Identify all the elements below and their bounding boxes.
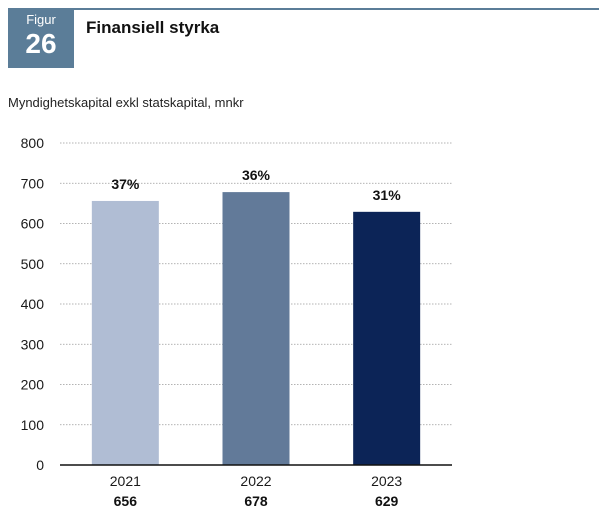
y-tick-label: 500 [21, 256, 45, 272]
figure-badge: Figur 26 [8, 8, 74, 68]
bar-value-label: 629 [375, 493, 399, 509]
figure-word: Figur [26, 12, 56, 27]
bar [353, 211, 421, 465]
y-tick-label: 0 [36, 457, 44, 473]
x-tick-label: 2021 [110, 473, 141, 489]
x-tick-label: 2022 [240, 473, 271, 489]
y-tick-label: 300 [21, 336, 45, 352]
bar-percent-label: 36% [242, 167, 271, 183]
x-tick-label: 2023 [371, 473, 402, 489]
y-tick-label: 100 [21, 417, 45, 433]
figure-number: 26 [25, 28, 57, 59]
bar-value-label: 678 [244, 493, 268, 509]
bar-percent-label: 31% [373, 187, 402, 203]
bar [222, 192, 290, 465]
chart-subtitle: Myndighetskapital exkl statskapital, mnk… [8, 95, 244, 110]
header-rule [74, 8, 599, 10]
bar-chart: 0 100 200 300 400 500 600 700 800 37% 2021 656 36% 20… [21, 135, 452, 509]
y-tick-label: 700 [21, 175, 45, 191]
figure-title: Finansiell styrka [86, 18, 220, 37]
bar-value-label: 656 [114, 493, 138, 509]
y-tick-label: 600 [21, 216, 45, 232]
bar [91, 200, 159, 465]
y-tick-label: 400 [21, 296, 45, 312]
y-tick-label: 200 [21, 377, 45, 393]
y-tick-label: 800 [21, 135, 45, 151]
bar-percent-label: 37% [111, 176, 140, 192]
